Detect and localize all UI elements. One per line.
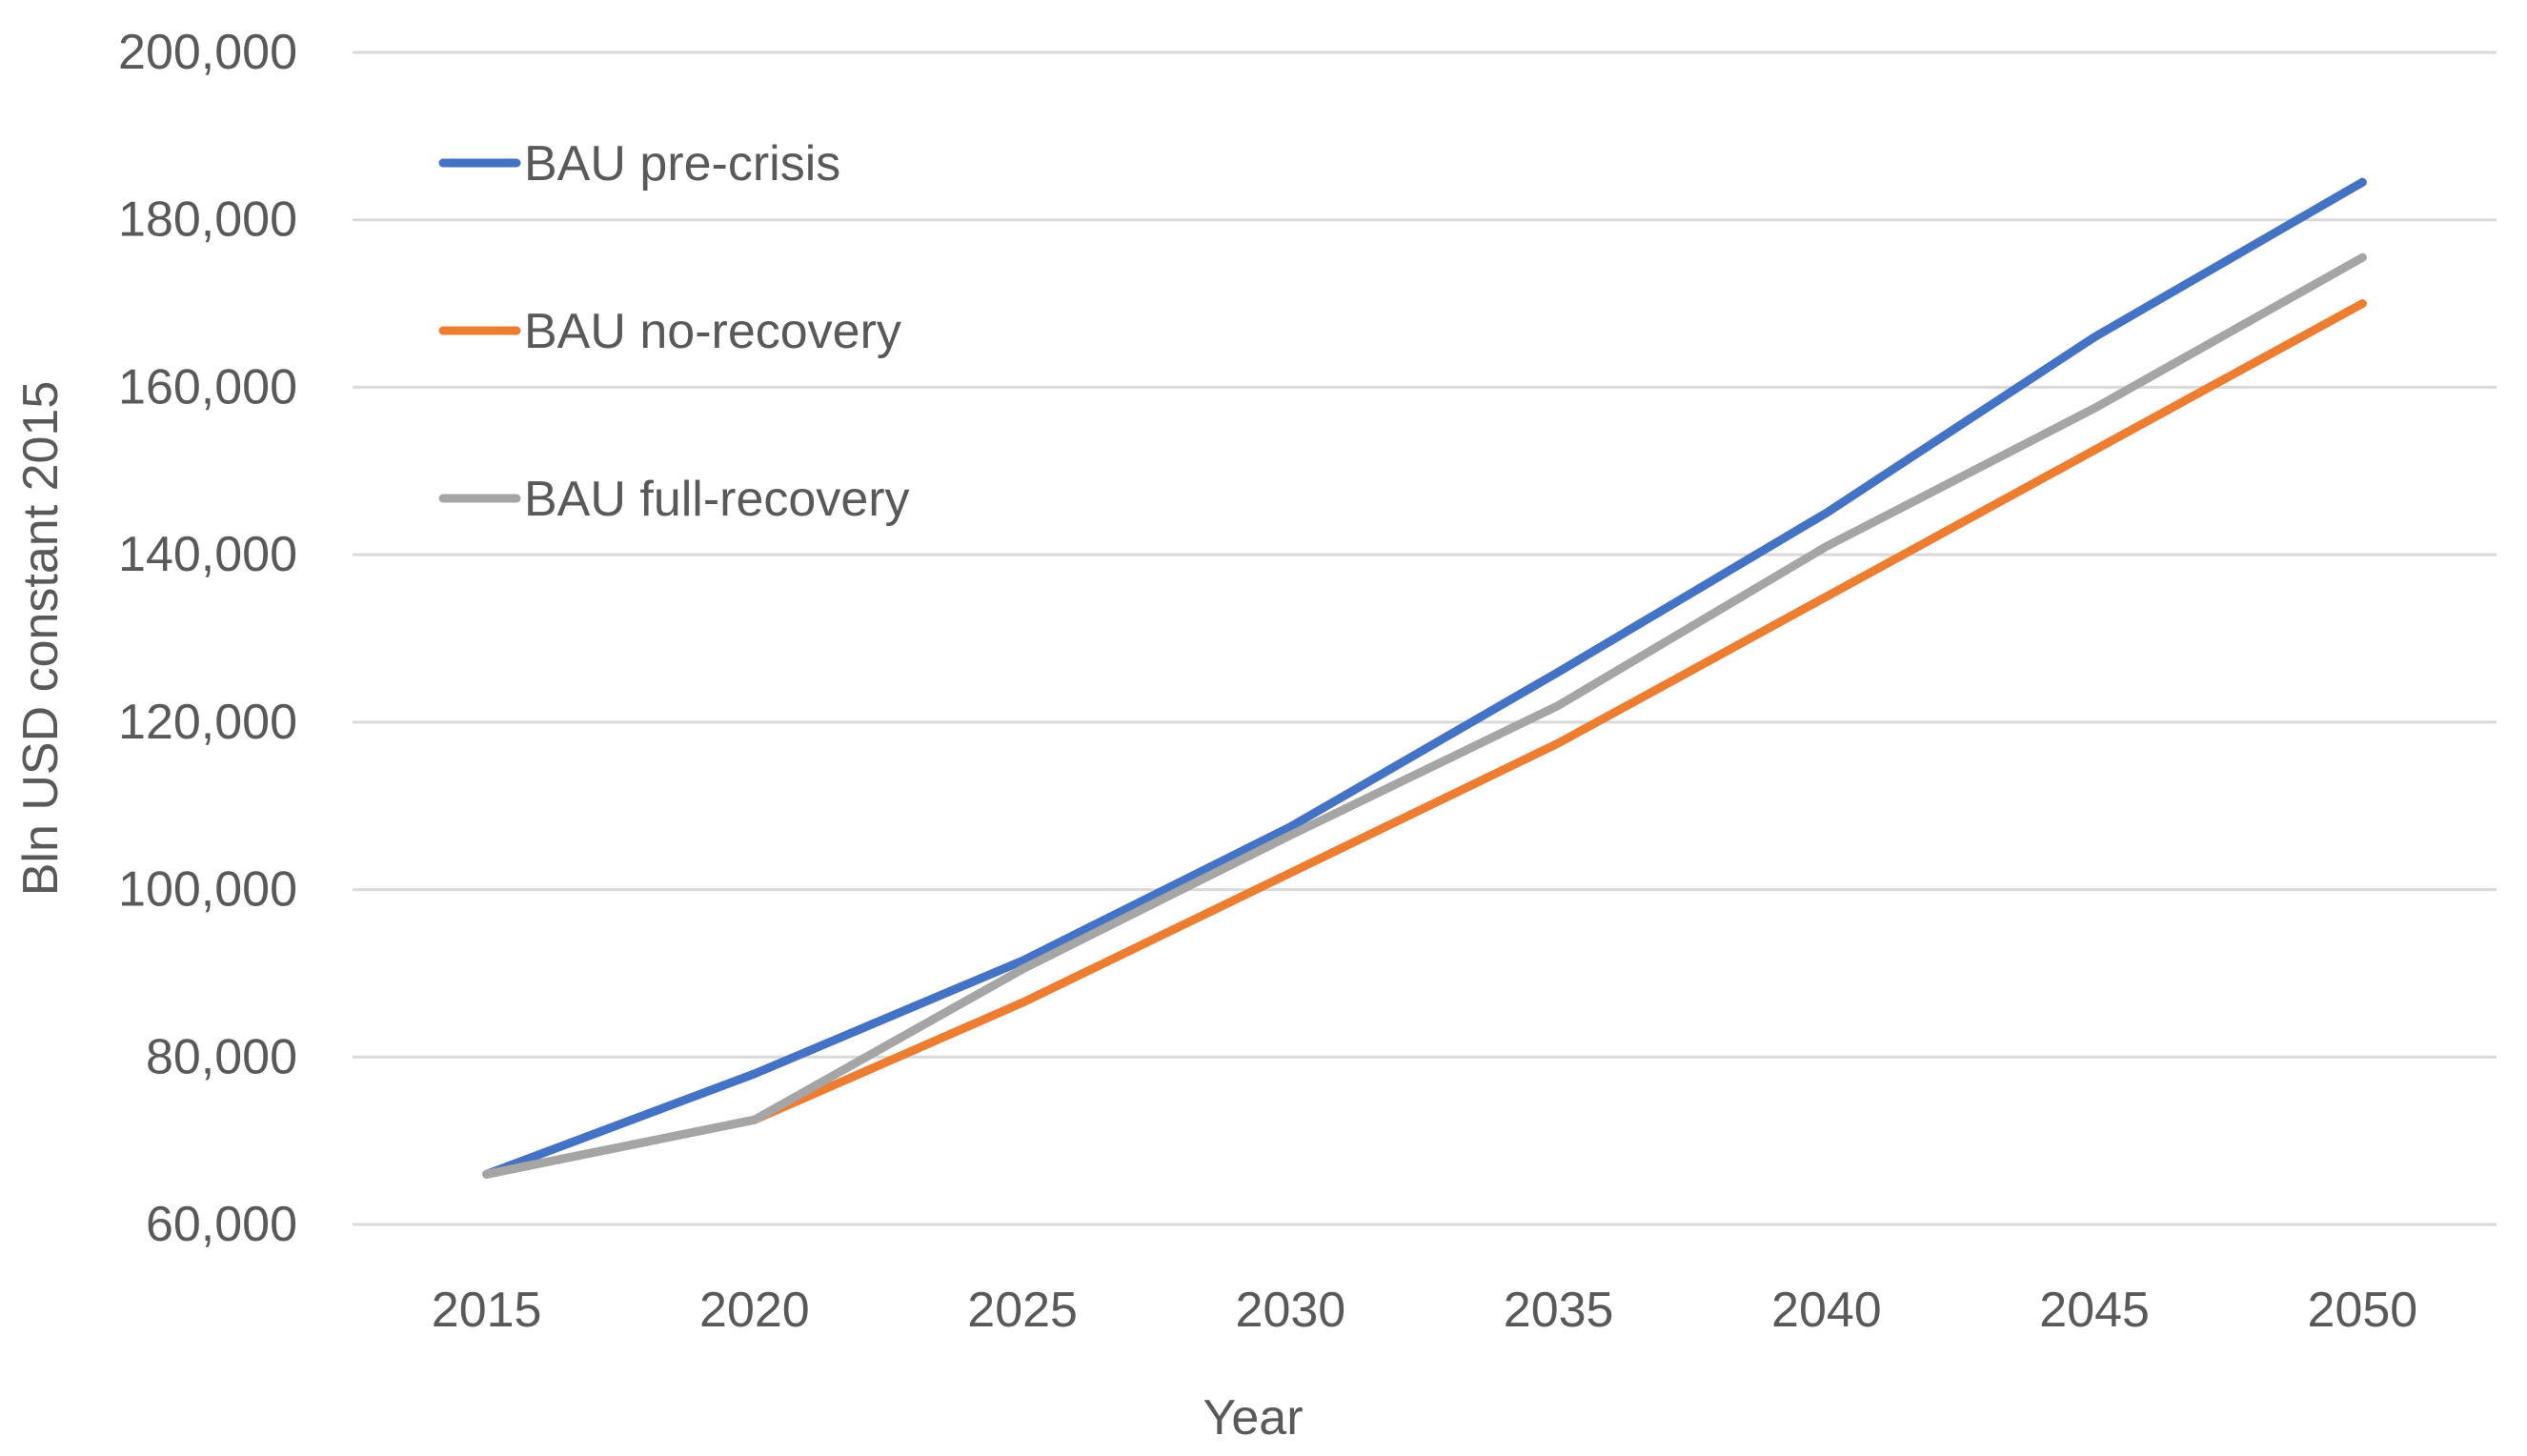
x-tick-label-2050: 2050: [2308, 1283, 2418, 1338]
y-tick-labels: 60,000 80,000 100,000 120,000 140,000 160,000…: [118, 25, 297, 1252]
y-tick-label: 100,000: [118, 862, 297, 918]
x-tick-label-2020: 2020: [699, 1283, 810, 1338]
x-tick-label-2040: 2040: [1771, 1283, 1882, 1338]
series-lines: [482, 177, 2367, 1179]
legend-item-bau-full-recovery: BAU full-recovery: [438, 472, 910, 527]
legend-label-bau-pre-crisis: BAU pre-crisis: [524, 136, 840, 192]
x-tick-label-2025: 2025: [967, 1283, 1078, 1338]
y-tick-label: 60,000: [146, 1197, 297, 1252]
y-tick-label: 200,000: [118, 25, 297, 80]
series-line-bau-no-recovery: [482, 299, 2367, 1179]
y-tick-label: 80,000: [146, 1029, 297, 1084]
x-tick-label-2015: 2015: [432, 1283, 542, 1338]
y-tick-label: 180,000: [118, 192, 297, 248]
x-axis-title: Year: [1203, 1390, 1303, 1446]
x-tick-labels: 2015 2020 2025 2030 2035 2040 2045 2050: [432, 1283, 2417, 1338]
y-tick-label: 120,000: [118, 695, 297, 750]
y-axis-title: Bln USD constant 2015: [13, 381, 69, 897]
gridlines: [353, 51, 2497, 1226]
legend-label-bau-no-recovery: BAU no-recovery: [524, 304, 901, 359]
y-tick-label: 160,000: [118, 359, 297, 415]
legend-item-bau-no-recovery: BAU no-recovery: [438, 304, 901, 359]
x-tick-label-2030: 2030: [1236, 1283, 1346, 1338]
legend-item-bau-pre-crisis: BAU pre-crisis: [438, 136, 840, 192]
series-line-bau-full-recovery: [482, 253, 2367, 1179]
y-tick-label: 140,000: [118, 527, 297, 582]
series-line-bau-pre-crisis: [482, 177, 2367, 1179]
x-tick-label-2045: 2045: [2039, 1283, 2150, 1338]
x-tick-label-2035: 2035: [1504, 1283, 1614, 1338]
legend: BAU pre-crisis BAU no-recovery BAU full-…: [438, 136, 910, 527]
legend-label-bau-full-recovery: BAU full-recovery: [524, 472, 910, 527]
